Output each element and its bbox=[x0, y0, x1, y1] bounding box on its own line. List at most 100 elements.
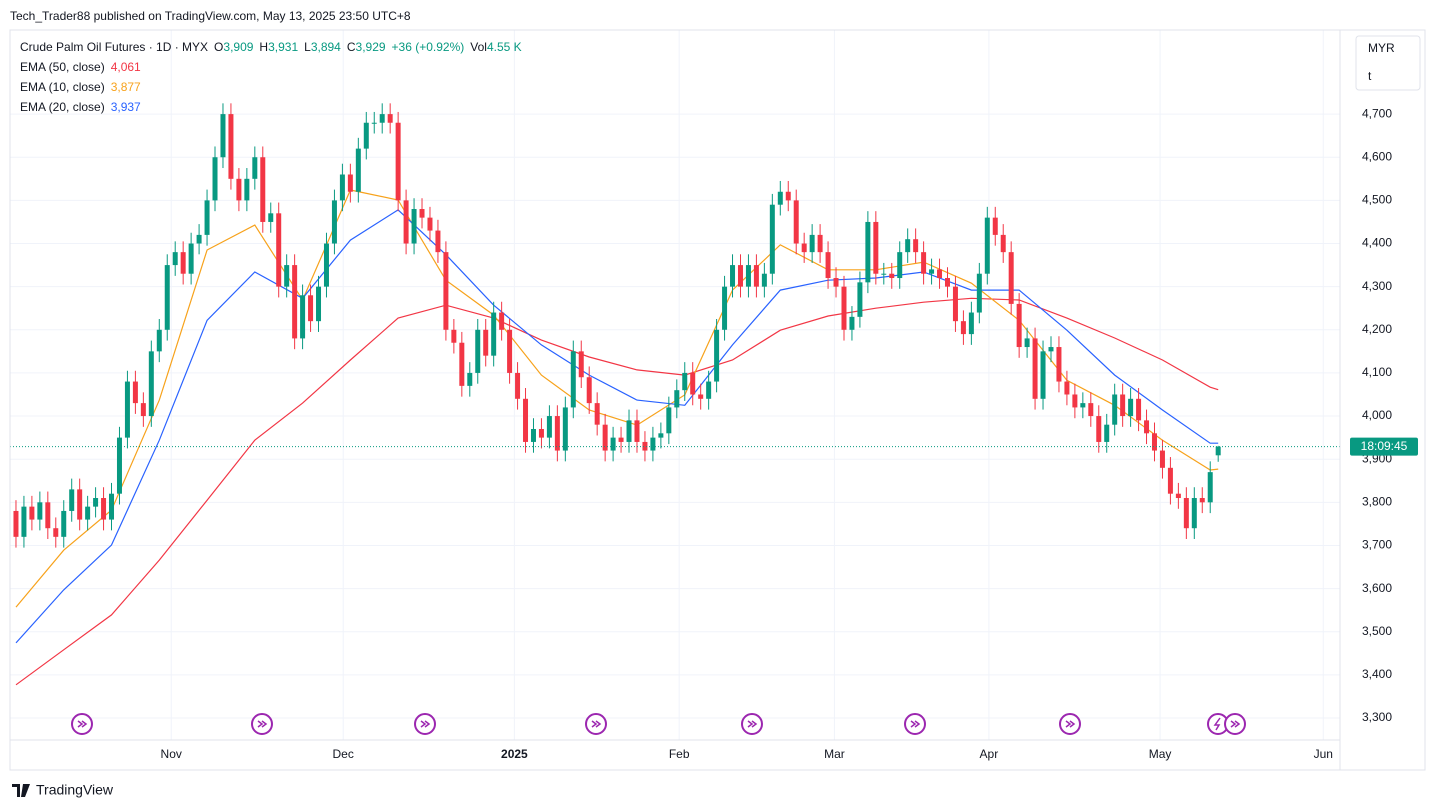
event-icon[interactable] bbox=[71, 713, 93, 735]
candle-body bbox=[1207, 472, 1213, 503]
candle-body bbox=[841, 286, 847, 330]
event-icon[interactable] bbox=[741, 713, 763, 735]
header: Tech_Trader88 published on TradingView.c… bbox=[10, 9, 411, 23]
candle-body bbox=[745, 265, 751, 287]
candle-body bbox=[801, 243, 807, 253]
ema-legend: EMA (50, close) 4,061 bbox=[20, 60, 141, 74]
event-icon[interactable] bbox=[414, 713, 436, 735]
y-tick-label: 4,400 bbox=[1362, 236, 1392, 250]
candle-body bbox=[435, 230, 441, 253]
legend-value: 3,894 bbox=[311, 40, 341, 54]
y-tick-label: 4,600 bbox=[1362, 149, 1392, 163]
candle-body bbox=[53, 528, 59, 537]
y-tick-label: 4,200 bbox=[1362, 322, 1392, 336]
candle-body bbox=[1080, 403, 1086, 408]
candle-body bbox=[37, 502, 43, 520]
currency: MYR bbox=[1368, 41, 1395, 55]
candle-body bbox=[180, 252, 186, 274]
candle-body bbox=[523, 398, 529, 442]
candle-body bbox=[13, 510, 19, 537]
candle-body bbox=[101, 498, 107, 520]
x-tick-label: Jun bbox=[1314, 747, 1333, 761]
candle-body bbox=[1183, 498, 1189, 529]
candle-body bbox=[825, 252, 831, 279]
x-tick-label: Dec bbox=[333, 747, 354, 761]
candle-body bbox=[85, 506, 91, 520]
legend-key: L bbox=[304, 40, 311, 54]
candle-body bbox=[666, 407, 672, 434]
x-tick-label: Mar bbox=[824, 747, 845, 761]
candle-body bbox=[339, 174, 345, 201]
candle-body bbox=[220, 114, 226, 158]
candle-body bbox=[722, 286, 728, 330]
candle-body bbox=[833, 278, 839, 287]
candle-body bbox=[929, 269, 935, 274]
candle-body bbox=[459, 342, 465, 386]
candle-body bbox=[93, 498, 99, 507]
candle-body bbox=[905, 239, 911, 253]
candle-body bbox=[164, 265, 170, 330]
candle-body bbox=[363, 122, 369, 149]
legend-key: H bbox=[259, 40, 268, 54]
price-tag bbox=[1350, 437, 1418, 456]
candle-body bbox=[116, 437, 122, 494]
y-tick-label: 3,600 bbox=[1362, 581, 1392, 595]
candle-body bbox=[300, 295, 306, 339]
candle-body bbox=[992, 217, 998, 235]
event-icon[interactable] bbox=[1224, 713, 1246, 735]
footer-logo bbox=[12, 784, 30, 797]
y-tick-label: 3,700 bbox=[1362, 538, 1392, 552]
candle-body bbox=[562, 407, 568, 451]
candle-body bbox=[132, 381, 138, 404]
candle-body bbox=[570, 351, 576, 408]
legend-value: +36 (+0.92%) bbox=[392, 40, 465, 54]
candle-body bbox=[1128, 398, 1134, 417]
candle-body bbox=[188, 243, 194, 274]
currency-box[interactable] bbox=[1355, 35, 1421, 91]
candle-body bbox=[355, 148, 361, 192]
legend-value: 3,929 bbox=[356, 40, 386, 54]
candle-body bbox=[204, 200, 210, 235]
ema-line bbox=[15, 209, 1219, 644]
candle-body bbox=[252, 157, 258, 179]
candle-body bbox=[1000, 234, 1006, 253]
candle-body bbox=[411, 209, 417, 244]
candle-body bbox=[793, 200, 799, 244]
event-icon[interactable] bbox=[251, 713, 273, 735]
y-tick-label: 4,000 bbox=[1362, 408, 1392, 422]
candle-body bbox=[730, 265, 736, 287]
y-tick-label: 4,500 bbox=[1362, 193, 1392, 207]
event-icons bbox=[71, 713, 1246, 735]
legend-key: C bbox=[347, 40, 356, 54]
event-icon[interactable] bbox=[585, 713, 607, 735]
candle-body bbox=[109, 493, 115, 520]
y-tick-label: 4,700 bbox=[1362, 106, 1392, 120]
ema-legend: EMA (20, close) 3,937 bbox=[20, 100, 141, 114]
candle-body bbox=[148, 351, 154, 417]
candle-body bbox=[507, 329, 513, 373]
candle-body bbox=[1215, 446, 1221, 456]
event-icon[interactable] bbox=[1059, 713, 1081, 735]
candle-body bbox=[1151, 433, 1157, 451]
candle-body bbox=[443, 252, 449, 330]
candle-body bbox=[1175, 493, 1181, 499]
candle-body bbox=[1199, 498, 1205, 503]
candle-body bbox=[674, 390, 680, 408]
candle-body bbox=[706, 381, 712, 399]
x-tick-label: Nov bbox=[161, 747, 182, 761]
candle-body bbox=[952, 286, 958, 322]
candle-body bbox=[554, 416, 560, 451]
legend-value: 3,931 bbox=[268, 40, 298, 54]
candle-body bbox=[1104, 424, 1110, 442]
candle-body bbox=[913, 239, 919, 253]
candle-body bbox=[268, 213, 274, 222]
candle-body bbox=[347, 174, 353, 192]
y-tick-label: 3,500 bbox=[1362, 624, 1392, 638]
candle-body bbox=[228, 114, 234, 179]
candle-body bbox=[714, 329, 720, 382]
candle-body bbox=[944, 278, 950, 287]
candle-body bbox=[785, 191, 791, 201]
countdown: 18:09:45 bbox=[1361, 439, 1408, 453]
event-icon[interactable] bbox=[904, 713, 926, 735]
